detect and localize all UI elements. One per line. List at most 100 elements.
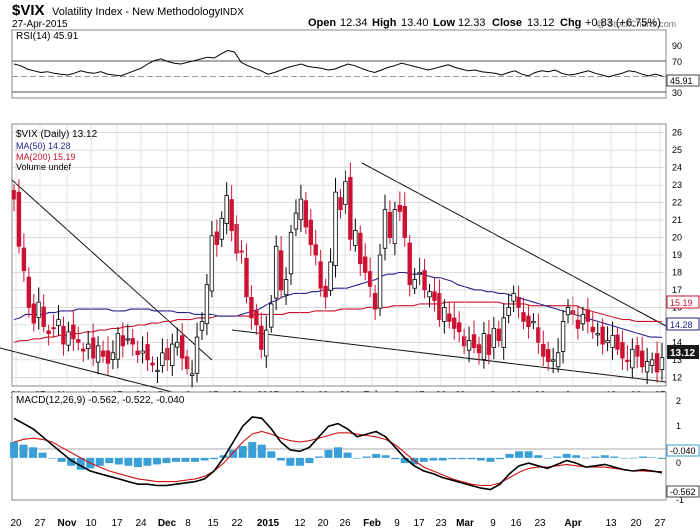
candle xyxy=(46,324,51,346)
candle xyxy=(466,326,472,363)
x-axis-label-bottom: 27 xyxy=(654,518,666,529)
macd-hist-bar xyxy=(343,452,352,458)
rsi-frame xyxy=(11,29,667,99)
candle-body xyxy=(125,338,130,341)
candle xyxy=(184,349,190,375)
candle-body xyxy=(640,350,645,368)
macd-hist-bar xyxy=(562,453,571,458)
close-label: Close xyxy=(492,17,522,29)
macd-hist-bar xyxy=(114,457,123,465)
candle xyxy=(496,320,501,347)
candle xyxy=(526,304,531,339)
candle-body xyxy=(541,344,546,357)
candle xyxy=(387,200,393,244)
candle-body xyxy=(105,350,111,364)
candle-body xyxy=(333,191,338,267)
candle xyxy=(541,330,546,367)
candle-body xyxy=(353,230,358,246)
macd-hist-bar xyxy=(638,456,647,458)
candle-body xyxy=(635,345,640,357)
candle xyxy=(560,310,566,364)
macd-hist-bar xyxy=(229,449,238,458)
candle xyxy=(259,312,264,359)
candle xyxy=(625,345,630,371)
candle xyxy=(402,192,407,247)
candlesticks xyxy=(11,162,665,388)
price-legend-ma50: MA(50) 14.28 xyxy=(16,141,71,151)
candle-body xyxy=(95,345,101,363)
candle-body xyxy=(437,293,442,321)
candle-body xyxy=(194,336,200,374)
candle xyxy=(249,285,254,330)
candle-body xyxy=(85,343,91,349)
candle xyxy=(76,326,81,351)
candle xyxy=(110,340,116,370)
candle xyxy=(90,323,96,366)
x-axis-label-bottom: 20 xyxy=(317,518,329,529)
macd-hist-value-tag xyxy=(666,444,700,457)
candle-body xyxy=(496,328,501,341)
price-y-tick: 17 xyxy=(672,285,682,295)
candle-body xyxy=(175,341,180,348)
candle-body xyxy=(328,261,333,291)
candle xyxy=(165,338,170,372)
candle-body xyxy=(402,205,407,238)
candle xyxy=(85,330,91,360)
macd-hist-bar xyxy=(105,457,114,464)
candle xyxy=(214,219,220,257)
macd-hist-bar xyxy=(600,455,609,458)
macd-hist-bar xyxy=(610,456,619,458)
candle-body xyxy=(323,285,328,298)
candle-body xyxy=(511,293,516,302)
candle-body xyxy=(536,327,541,343)
macd-hist-bar xyxy=(457,457,466,460)
candle xyxy=(273,235,279,311)
candle-body xyxy=(461,336,467,347)
candle xyxy=(66,321,71,352)
candle xyxy=(516,285,521,319)
candle-body xyxy=(649,359,655,366)
candle xyxy=(531,313,536,330)
macd-hist-bar xyxy=(505,453,514,458)
candle-body xyxy=(348,177,353,240)
macd-hist-bar xyxy=(238,446,247,458)
x-axis-label-bottom: 17 xyxy=(413,518,425,529)
candle-body xyxy=(610,334,615,348)
x-axis-label-bottom: 9 xyxy=(394,518,400,529)
candle-body xyxy=(343,181,348,205)
macd-hist-bar xyxy=(515,451,524,458)
rsi-tick-90: 90 xyxy=(672,41,682,51)
candle-body xyxy=(170,343,175,367)
price-y-tick: 18 xyxy=(672,267,682,277)
candle-body xyxy=(51,327,56,330)
macd-hist-bar xyxy=(553,456,562,458)
trendline-4 xyxy=(231,329,667,383)
candle xyxy=(16,179,22,254)
chart-date: 27-Apr-2015 xyxy=(12,19,68,30)
candle-body xyxy=(46,330,51,334)
rsi-tick-30: 30 xyxy=(672,88,682,98)
macd-hist-bar xyxy=(76,457,85,470)
candle-body xyxy=(229,199,234,231)
candle-body xyxy=(486,334,492,355)
close-value-text: 13.12 xyxy=(670,348,695,359)
macd-hist-bar xyxy=(19,444,28,458)
candle-body xyxy=(432,291,437,301)
macd-hist-bar xyxy=(276,457,285,461)
candle xyxy=(21,233,27,282)
candle xyxy=(51,314,56,338)
candle xyxy=(595,322,600,347)
x-axis-label-bottom: 13 xyxy=(605,518,617,529)
candle-body xyxy=(130,338,135,345)
candle xyxy=(333,177,338,278)
candle xyxy=(120,322,126,358)
macd-hist-bar xyxy=(191,457,200,462)
candle xyxy=(456,311,462,343)
candle xyxy=(288,225,294,285)
rsi-legend: RSI(14) 45.91 xyxy=(16,31,79,42)
candle-body xyxy=(417,272,422,275)
candle xyxy=(511,285,516,313)
macd-hist-bar xyxy=(495,457,505,460)
candle-body xyxy=(244,257,249,298)
candle-body xyxy=(249,297,254,319)
